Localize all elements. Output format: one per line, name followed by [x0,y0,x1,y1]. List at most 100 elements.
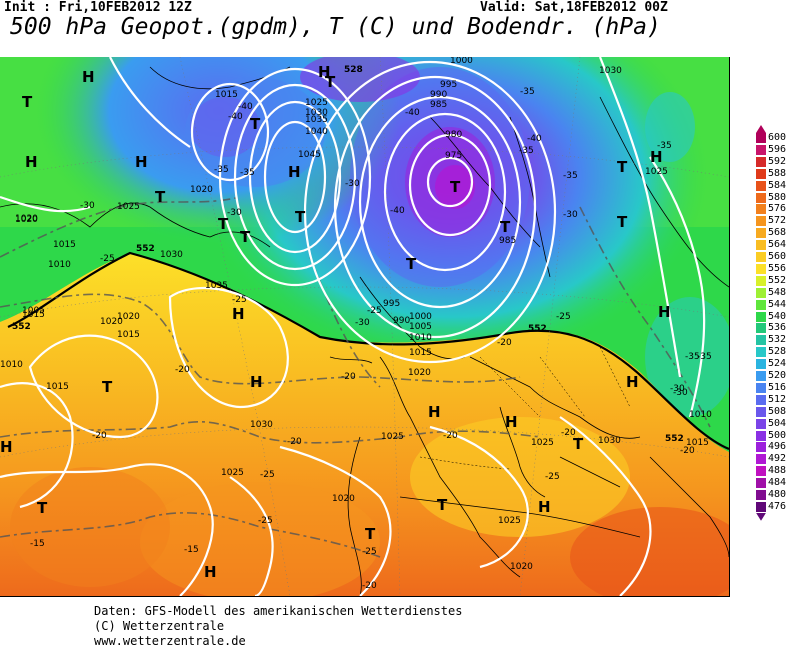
temp-label: -35 [563,171,578,181]
pressure-label: 1020 [190,185,213,195]
temp-label: -30 [227,208,242,218]
pressure-label: 1015 [215,90,238,100]
color-legend: 600 596 592 588 584 580 576 572 568 564 560 556 552 5… [756,125,790,523]
legend-label: 564 [768,239,787,251]
legend-swatch [756,394,766,405]
legend-label: 596 [768,143,787,155]
pressure-label: 1025 [531,438,554,448]
low-marker: T [573,435,584,453]
temp-label: -25 [232,295,247,305]
legend-swatch [756,478,766,489]
legend-label: 520 [768,370,787,381]
isohypse-labels: 552 552 552 528 552 [12,65,684,444]
legend-entry: 532 [756,334,790,346]
temp-label: -40 [228,112,243,122]
legend-swatch [756,228,766,239]
legend-swatch [756,442,766,453]
pressure-label: 1015 [117,330,140,340]
legend-swatch [756,382,766,393]
pressure-label: 1000 [450,57,473,66]
pressure-label: 1030 [599,66,622,76]
legend-label: 552 [768,274,787,286]
legend-entry: 600 [756,132,790,143]
isohypse-label: 552 [136,244,155,254]
legend-entry: 572 [756,215,790,227]
legend-swatch [756,216,766,227]
high-marker: H [25,153,38,171]
temp-label: -40 [390,206,405,216]
low-marker: T [295,208,306,226]
pressure-label: 1035 [305,115,328,125]
legend-entry: 528 [756,346,790,358]
pressure-label: 1015 [53,240,76,250]
isohypse-552 [7,251,729,451]
temp-label: -25 [367,306,382,316]
high-marker: H [428,403,441,421]
legend-swatch [756,490,766,500]
pressure-label: 1010 [689,410,712,420]
legend-entry: 536 [756,322,790,334]
legend-swatch [756,168,766,179]
pressure-label: 1020 [117,312,140,322]
legend-swatch [756,287,766,298]
legend-label: 576 [768,203,787,215]
legend-swatch [756,359,766,370]
legend-swatch [756,406,766,417]
legend-entry: 560 [756,251,790,262]
pressure-label: 1015 [409,348,432,358]
legend-swatch [756,204,766,215]
legend-label: 548 [768,286,787,298]
legend-entry: 596 [756,143,790,155]
temp-label: -35 [657,141,672,151]
pressure-labels: 1015 1020 1020 1020 1025 1025 1030 1035 … [0,57,712,572]
temp-label: -30 [563,210,578,220]
legend-swatch [756,466,766,477]
legend-swatch [756,335,766,346]
pressure-label: 1020 [100,317,123,327]
pressure-label: 985 [499,236,516,246]
legend-entry: 512 [756,394,790,405]
low-marker: T [155,188,166,206]
temp-label: -40 [405,108,420,118]
legend-entry: 592 [756,156,790,167]
legend-label: 568 [768,227,787,239]
legend-entry: 504 [756,417,790,429]
legend-swatch [756,144,766,155]
legend-entry: 488 [756,465,790,477]
temp-label: -30 [345,179,360,189]
isohypse-label: 552 [665,434,684,444]
pressure-label: 980 [445,130,462,140]
high-marker: H [135,153,148,171]
legend-entry: 524 [756,358,790,370]
legend-swatch [756,180,766,191]
footer-source: Daten: GFS-Modell des amerikanischen Wet… [94,604,463,618]
pressure-label: 1040 [305,127,328,137]
legend-swatch [756,347,766,358]
legend-label: 588 [768,167,787,179]
country-borders [419,346,631,470]
legend-swatch [756,275,766,286]
pressure-label: 1005 [409,322,432,332]
legend-entry: 564 [756,239,790,251]
legend-swatch [756,501,766,512]
pressure-label: 1025 [221,468,244,478]
pressure-label: 1005 [22,306,45,316]
high-marker: H [0,438,13,456]
legend-entry: 476 [756,501,790,512]
legend-label: 504 [768,417,787,429]
pressure-label: 1025 [305,98,328,108]
legend-label: 544 [768,298,787,310]
temp-label: -20 [680,446,695,456]
legend-swatch [756,454,766,465]
legend-label: 560 [768,251,787,262]
pressure-label: 1025 [117,202,140,212]
legend-entry: 508 [756,405,790,417]
pressure-label: 1030 [250,420,273,430]
pressure-label: 975 [445,151,462,161]
isohypse-label: 552 [528,324,547,334]
temp-label: -20 [443,431,458,441]
legend-label: 508 [768,405,787,417]
legend-label: 480 [768,489,787,500]
high-marker: H [204,563,217,581]
high-marker: H [626,373,639,391]
